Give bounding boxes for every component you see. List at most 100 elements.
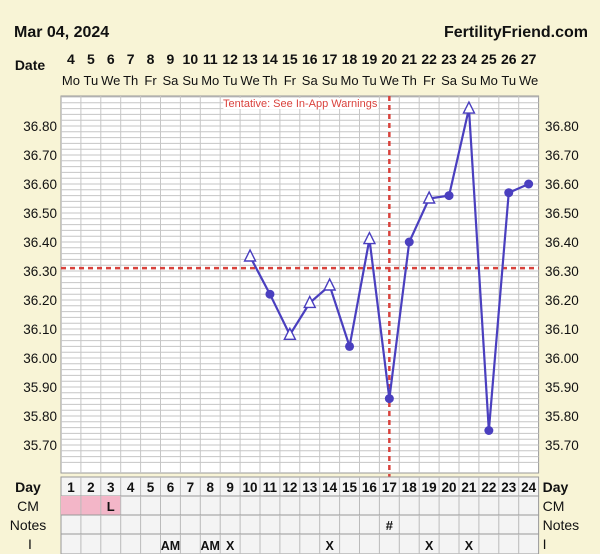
temp-point-open[interactable] [462, 100, 476, 114]
row-label-left-day: Day [15, 479, 41, 495]
x-date-label: 8 [147, 51, 155, 67]
y-tick-left: 36.60 [23, 177, 57, 192]
x-weekday-label: Sa [162, 73, 179, 88]
temp-point[interactable] [504, 188, 514, 198]
annotation-text: Tentative: See In-App Warnings [223, 98, 378, 110]
series [243, 100, 534, 435]
y-tick-right: 36.80 [545, 119, 579, 134]
x-weekday-label: We [240, 73, 259, 88]
x-date-label: 25 [481, 51, 497, 67]
x-date-label: 21 [401, 51, 417, 67]
row-label-right-i: I [543, 536, 547, 552]
x-weekday-label: Mo [62, 73, 80, 88]
temp-point-open[interactable] [362, 231, 377, 245]
temp-point-open[interactable] [303, 294, 317, 309]
day-number: 5 [147, 480, 155, 495]
y-tick-left: 36.70 [23, 148, 57, 163]
x-weekday-label: Tu [83, 73, 98, 88]
x-date-label: 11 [203, 51, 218, 67]
x-date-label: 6 [107, 51, 115, 67]
y-tick-right: 36.60 [545, 177, 579, 192]
day-number: 1 [67, 480, 75, 495]
y-tick-left: 36.00 [23, 351, 57, 366]
y-tick-left: 36.40 [23, 235, 57, 250]
x-weekday-label: Su [182, 73, 198, 88]
day-number: 23 [501, 480, 517, 495]
y-tick-right: 36.20 [545, 293, 579, 308]
y-tick-right: 36.70 [545, 148, 579, 163]
x-date-label: 16 [302, 51, 318, 67]
cm-value: L [107, 499, 115, 514]
x-weekday-label: Su [461, 73, 477, 88]
temp-point[interactable] [524, 179, 534, 189]
day-number: 9 [226, 480, 234, 495]
y-tick-left: 36.50 [23, 206, 57, 221]
x-date-label: 5 [87, 51, 95, 67]
x-weekday-label: Th [402, 73, 417, 88]
i-value: AM [161, 539, 180, 553]
day-number: 4 [127, 480, 135, 495]
x-date-label: 26 [501, 51, 517, 67]
x-weekday-label: Mo [201, 73, 219, 88]
grid [61, 96, 539, 473]
temp-point-open[interactable] [323, 277, 337, 291]
temp-point[interactable] [384, 394, 394, 404]
day-number: 3 [107, 480, 115, 495]
annotation-bg [223, 98, 379, 109]
day-number: 6 [167, 480, 175, 495]
x-weekday-label: Sa [302, 73, 319, 88]
x-date-label: 13 [242, 51, 258, 67]
day-number: 21 [461, 480, 477, 495]
day-number: 14 [322, 480, 338, 495]
temp-point[interactable] [265, 289, 275, 299]
temp-point-open[interactable] [283, 326, 297, 340]
i-value: X [226, 539, 235, 553]
x-date-label: 4 [67, 51, 75, 67]
row-label-right-cm: CM [543, 498, 565, 514]
y-tick-left: 36.30 [23, 264, 57, 279]
row-label-left-cm: CM [17, 498, 39, 514]
day-number: 19 [422, 480, 437, 495]
x-weekday-label: Mo [341, 73, 359, 88]
notes-value: # [386, 518, 394, 533]
i-value: AM [201, 539, 220, 553]
y-tick-left: 36.20 [23, 293, 57, 308]
i-value: X [465, 539, 474, 553]
x-date-label: 17 [322, 51, 338, 67]
day-number: 12 [282, 480, 297, 495]
header-site[interactable]: FertilityFriend.com [443, 24, 588, 41]
x-date-label: 18 [342, 51, 358, 67]
x-date-label: 24 [461, 51, 477, 67]
day-number: 11 [263, 480, 278, 495]
x-date-label: 14 [262, 51, 278, 67]
y-tick-left: 36.80 [23, 119, 57, 134]
y-tick-right: 35.80 [545, 409, 579, 424]
x-date-label: 22 [421, 51, 437, 67]
x-weekday-label: Su [322, 73, 338, 88]
temp-point[interactable] [484, 426, 494, 435]
x-date-label: 20 [382, 51, 398, 67]
cm-highlight-cell [80, 496, 101, 515]
temp-point-open[interactable] [243, 248, 257, 262]
temp-point[interactable] [404, 237, 414, 247]
x-weekday-label: Sa [441, 73, 458, 88]
y-tick-right: 36.30 [545, 264, 579, 279]
day-number: 7 [187, 480, 195, 495]
y-tick-left: 35.90 [23, 380, 57, 395]
axis-labels: Date 4Mo5Tu6We7Th8Fr9Sa10Su11Mo12Tu13We14… [15, 51, 579, 453]
y-tick-left: 35.70 [23, 438, 57, 453]
temp-point[interactable] [444, 191, 454, 201]
temp-point[interactable] [345, 341, 355, 351]
x-weekday-label: Mo [480, 73, 498, 88]
temp-point-open[interactable] [422, 190, 436, 204]
row-label-left-notes: Notes [10, 517, 47, 533]
day-number: 18 [402, 480, 418, 495]
x-weekday-label: Tu [362, 73, 377, 88]
day-number: 24 [521, 480, 537, 495]
x-weekday-label: We [519, 73, 538, 88]
y-tick-right: 36.00 [545, 351, 579, 366]
day-number: 15 [342, 480, 358, 495]
day-number: 8 [206, 480, 214, 495]
